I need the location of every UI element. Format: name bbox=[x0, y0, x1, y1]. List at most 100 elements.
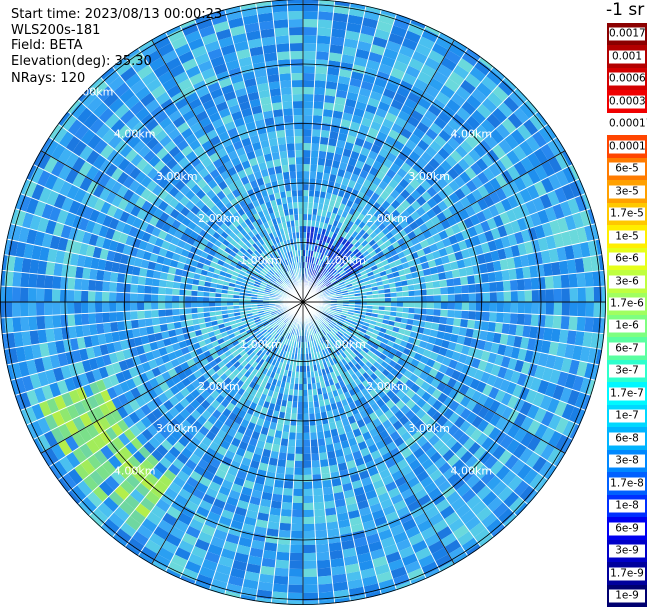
backscatter-cell bbox=[320, 411, 328, 419]
backscatter-cell bbox=[431, 344, 441, 354]
backscatter-cell bbox=[384, 481, 398, 492]
backscatter-cell bbox=[347, 368, 355, 376]
backscatter-cell bbox=[313, 264, 318, 271]
backscatter-cell bbox=[333, 334, 340, 341]
backscatter-cell bbox=[424, 25, 441, 36]
backscatter-cell bbox=[313, 277, 317, 283]
backscatter-cell bbox=[461, 284, 469, 294]
backscatter-cell bbox=[331, 435, 341, 444]
backscatter-cell bbox=[420, 151, 433, 163]
backscatter-cell bbox=[290, 537, 303, 546]
backscatter-cell bbox=[480, 350, 491, 362]
backscatter-cell bbox=[414, 307, 421, 315]
backscatter-cell bbox=[326, 450, 337, 459]
backscatter-cell bbox=[361, 324, 369, 331]
backscatter-cell bbox=[314, 80, 327, 89]
backscatter-cell bbox=[279, 445, 288, 454]
backscatter-cell bbox=[345, 280, 352, 286]
backscatter-cell bbox=[369, 372, 378, 381]
backscatter-cell bbox=[482, 422, 496, 437]
backscatter-cell bbox=[374, 563, 391, 576]
backscatter-cell bbox=[330, 28, 346, 39]
backscatter-cell bbox=[476, 485, 492, 501]
backscatter-cell bbox=[319, 246, 324, 254]
backscatter-cell bbox=[397, 442, 409, 453]
backscatter-cell bbox=[325, 282, 332, 287]
backscatter-cell bbox=[442, 124, 457, 137]
backscatter-cell bbox=[321, 343, 327, 350]
backscatter-cell bbox=[332, 246, 338, 254]
backscatter-cell bbox=[347, 128, 359, 138]
backscatter-cell bbox=[344, 141, 355, 151]
backscatter-cell bbox=[20, 316, 30, 332]
backscatter-cell bbox=[475, 380, 487, 394]
backscatter-cell bbox=[110, 321, 119, 333]
backscatter-cell bbox=[489, 128, 505, 144]
backscatter-cell bbox=[428, 512, 445, 527]
backscatter-cell bbox=[591, 364, 600, 381]
backscatter-cell bbox=[314, 320, 319, 327]
backscatter-cell bbox=[465, 411, 478, 425]
backscatter-cell bbox=[432, 152, 446, 165]
backscatter-cell bbox=[402, 307, 409, 314]
backscatter-cell bbox=[495, 312, 504, 323]
backscatter-cell bbox=[327, 313, 335, 318]
backscatter-cell bbox=[548, 430, 563, 448]
backscatter-cell bbox=[469, 459, 484, 474]
backscatter-cell bbox=[408, 307, 415, 314]
backscatter-cell bbox=[143, 302, 152, 311]
backscatter-cell bbox=[328, 339, 334, 346]
backscatter-cell bbox=[582, 394, 592, 411]
backscatter-cell bbox=[361, 232, 370, 240]
backscatter-cell bbox=[303, 43, 317, 52]
backscatter-cell bbox=[296, 425, 303, 433]
backscatter-cell bbox=[275, 559, 290, 569]
backscatter-cell bbox=[339, 469, 350, 479]
backscatter-cell bbox=[494, 237, 504, 250]
backscatter-cell bbox=[403, 267, 412, 275]
backscatter-cell bbox=[501, 269, 510, 281]
backscatter-cell bbox=[452, 64, 470, 80]
backscatter-cell bbox=[353, 486, 366, 497]
backscatter-cell bbox=[553, 451, 566, 467]
backscatter-cell bbox=[358, 221, 366, 229]
backscatter-cell bbox=[408, 133, 422, 146]
backscatter-cell bbox=[311, 263, 316, 270]
backscatter-cell bbox=[322, 392, 329, 400]
backscatter-cell bbox=[444, 270, 454, 280]
backscatter-cell bbox=[474, 464, 490, 480]
backscatter-cell bbox=[165, 287, 173, 296]
backscatter-cell bbox=[464, 424, 477, 438]
backscatter-cell bbox=[137, 284, 145, 294]
backscatter-cell bbox=[439, 505, 456, 520]
backscatter-cell bbox=[28, 302, 37, 317]
backscatter-cell bbox=[471, 88, 487, 104]
backscatter-cell bbox=[347, 509, 361, 520]
backscatter-cell bbox=[376, 357, 384, 365]
backscatter-cell bbox=[340, 475, 352, 485]
backscatter-cell bbox=[558, 329, 569, 344]
backscatter-cell bbox=[326, 521, 339, 530]
backscatter-cell bbox=[414, 103, 428, 116]
backscatter-cell bbox=[275, 466, 286, 475]
backscatter-cell bbox=[324, 95, 336, 104]
backscatter-cell bbox=[520, 156, 535, 173]
backscatter-cell bbox=[502, 280, 511, 292]
backscatter-cell bbox=[429, 122, 443, 135]
backscatter-cell bbox=[318, 331, 323, 338]
backscatter-cell bbox=[399, 80, 414, 92]
backscatter-cell bbox=[12, 286, 21, 302]
backscatter-cell bbox=[454, 293, 463, 302]
backscatter-cell bbox=[473, 144, 487, 158]
backscatter-cell bbox=[448, 546, 466, 561]
backscatter-cell bbox=[452, 39, 468, 52]
backscatter-cell bbox=[413, 512, 429, 526]
backscatter-cell bbox=[400, 464, 413, 477]
backscatter-cell bbox=[266, 408, 274, 416]
backscatter-cell bbox=[320, 185, 328, 193]
backscatter-cell bbox=[66, 302, 75, 315]
backscatter-cell bbox=[379, 353, 387, 361]
backscatter-cell bbox=[331, 269, 338, 276]
backscatter-cell bbox=[325, 360, 332, 368]
backscatter-cell bbox=[364, 437, 376, 448]
